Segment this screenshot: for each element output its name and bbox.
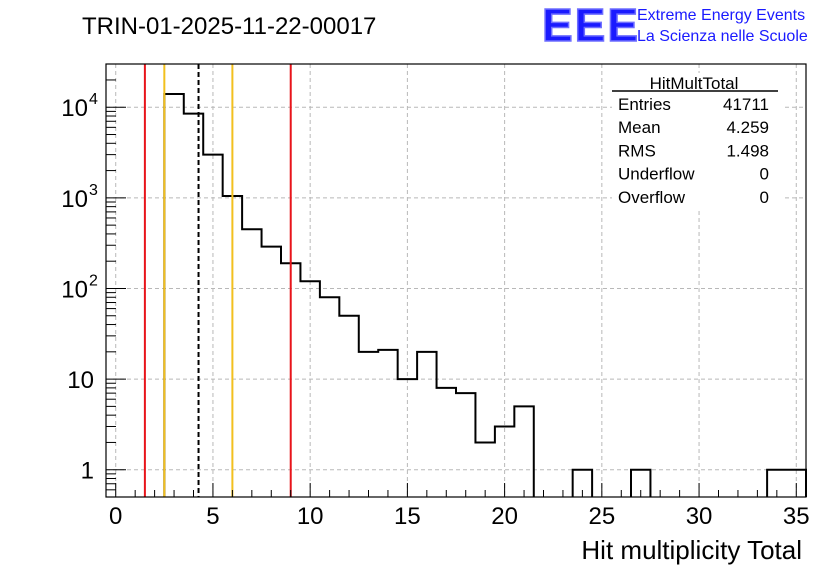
x-tick-label: 35	[783, 503, 810, 530]
x-tick-label: 10	[297, 503, 324, 530]
stats-box-bg	[612, 73, 782, 211]
stats-title: HitMultTotal	[650, 74, 739, 93]
x-tick-label: 5	[206, 503, 219, 530]
stats-box: HitMultTotal Entries 41711 Mean 4.259 RMS 1.4…	[612, 73, 782, 211]
y-tick-label: 1	[81, 458, 94, 485]
stats-value: 4.259	[726, 118, 769, 137]
x-tick-label: 25	[588, 503, 615, 530]
stats-label: Entries	[618, 95, 671, 114]
histogram-bin	[184, 114, 203, 497]
histogram-bin	[242, 229, 261, 497]
histogram-bin	[514, 406, 533, 497]
y-tick-exponent: 4	[89, 91, 98, 108]
histogram-bin	[475, 442, 494, 497]
histogram-bin	[437, 388, 456, 497]
histogram-bin	[398, 379, 417, 497]
histogram-bin	[417, 352, 436, 497]
y-tick-exponent: 2	[89, 272, 98, 289]
histogram-outline	[163, 92, 807, 497]
plot-frame	[105, 63, 807, 498]
y-tick-label: 10	[67, 367, 94, 394]
histogram-bin	[320, 297, 339, 497]
histogram-bin	[456, 393, 475, 497]
x-tick-label: 0	[109, 503, 122, 530]
stats-value: 41711	[723, 95, 769, 114]
stats-value: 0	[760, 165, 769, 184]
y-tick-label: 10	[61, 95, 88, 122]
y-tick-label: 10	[61, 186, 88, 213]
x-axis-label: Hit multiplicity Total	[581, 535, 802, 565]
histogram-bin	[359, 352, 378, 497]
histogram-bin	[203, 155, 222, 497]
x-tick-label: 20	[491, 503, 518, 530]
stats-label: Overflow	[618, 188, 686, 207]
stats-label: RMS	[618, 141, 656, 160]
histogram-layer	[163, 92, 807, 497]
stats-value: 1.498	[726, 141, 769, 160]
run-title: TRIN-01-2025-11-22-00017	[82, 13, 376, 40]
y-tick-label: 10	[61, 276, 88, 303]
histogram-bin	[164, 94, 183, 497]
stats-value: 0	[760, 188, 769, 207]
x-tick-label: 15	[394, 503, 421, 530]
reference-lines	[143, 64, 292, 497]
eee-logo: EEE	[542, 0, 640, 51]
histogram-bin	[262, 247, 281, 497]
stats-label: Mean	[618, 118, 661, 137]
x-tick-label: 30	[686, 503, 713, 530]
histogram-bin	[378, 350, 397, 497]
brand-line-1: Extreme Energy Events	[637, 7, 805, 24]
histogram-bin	[339, 316, 358, 497]
brand-line-2: La Scienza nelle Scuole	[637, 28, 808, 45]
stats-rows: Entries 41711 Mean 4.259 RMS 1.498 Underflow 0 O…	[618, 95, 769, 207]
y-tick-exponent: 3	[89, 182, 98, 199]
stats-label: Underflow	[618, 165, 695, 184]
histogram-bin	[300, 281, 319, 497]
